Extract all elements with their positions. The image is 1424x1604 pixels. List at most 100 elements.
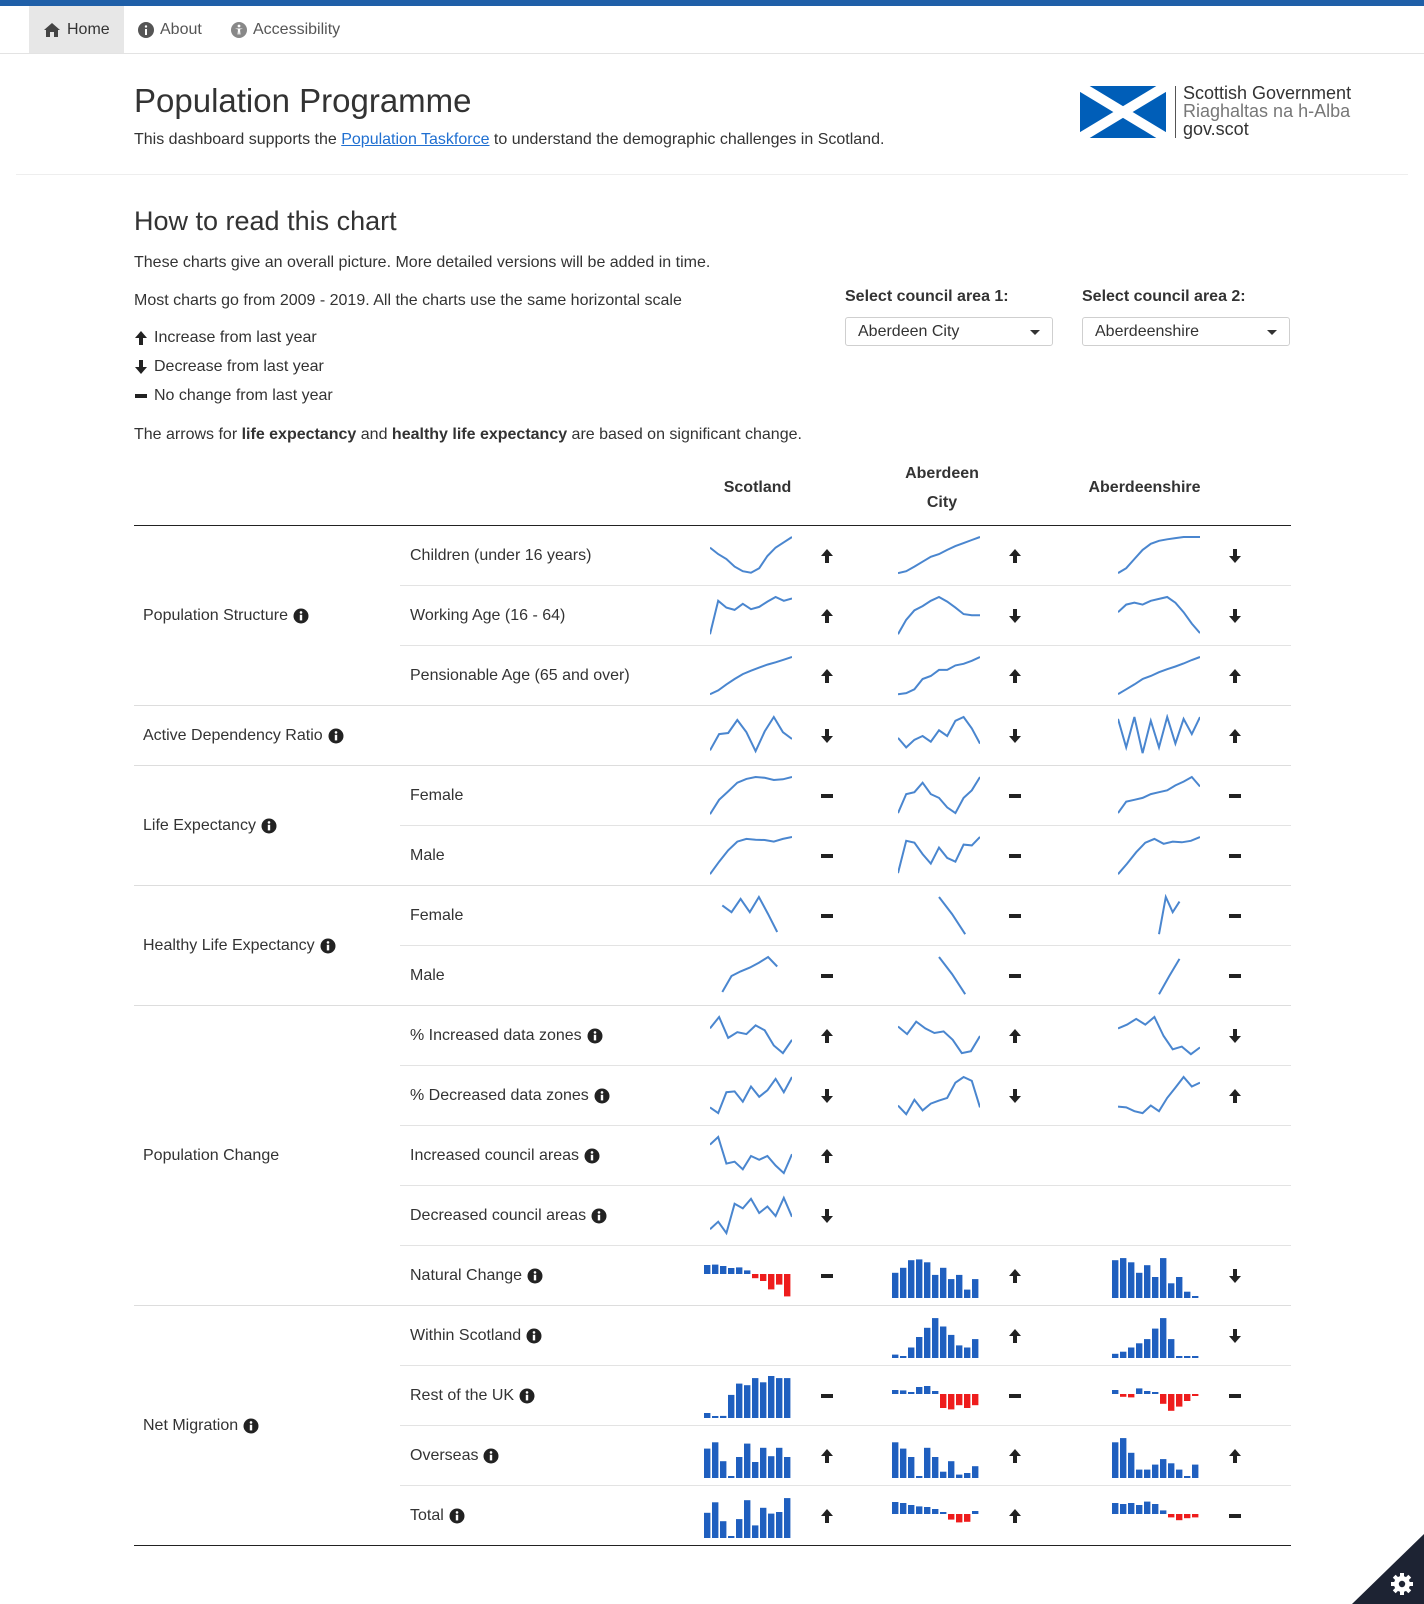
- arrow-down-icon: [135, 360, 147, 374]
- nav-home-label: Home: [67, 20, 110, 38]
- navbar: Home About Accessibility: [0, 6, 1424, 54]
- bar: [916, 1337, 923, 1358]
- info-icon[interactable]: [449, 1508, 465, 1524]
- row-separator: [400, 945, 1291, 946]
- arrow-down-icon: [1009, 729, 1021, 743]
- row-label-text: Working Age (16 - 64): [410, 607, 566, 624]
- arrow-up-icon: [821, 1449, 833, 1463]
- arrow-up-icon: [1229, 1089, 1241, 1103]
- sparkline-series: [1118, 1075, 1200, 1115]
- dash-icon: [1229, 794, 1241, 798]
- sparkline-chart: [1158, 894, 1181, 935]
- bar-sparkline-chart: [704, 1442, 791, 1478]
- bar: [712, 1442, 719, 1478]
- population-taskforce-link[interactable]: Population Taskforce: [341, 131, 490, 148]
- bar: [720, 1266, 727, 1274]
- bar: [932, 1509, 939, 1514]
- info-icon[interactable]: [261, 818, 277, 834]
- info-icon[interactable]: [527, 1268, 543, 1284]
- bar: [784, 1274, 791, 1297]
- column-header-scotland: Scotland: [723, 479, 792, 496]
- row-label-text: Decreased council areas: [410, 1207, 587, 1224]
- area2-selected-value: Aberdeenshire: [1095, 323, 1200, 340]
- row-label: Female: [410, 766, 463, 826]
- bar: [932, 1318, 939, 1358]
- dash-icon: [1229, 914, 1241, 918]
- bar: [932, 1391, 939, 1394]
- bar: [1120, 1438, 1127, 1478]
- sparkline-chart: [898, 715, 980, 749]
- row-label-text: Children (under 16 years): [410, 547, 592, 564]
- bar: [1144, 1391, 1151, 1394]
- bar: [948, 1461, 955, 1478]
- bar: [1168, 1394, 1175, 1411]
- arrow-down-icon: [1229, 1329, 1241, 1343]
- bar: [776, 1447, 783, 1478]
- info-icon[interactable]: [243, 1418, 259, 1434]
- bar-sparkline-chart: [1112, 1438, 1199, 1478]
- info-icon[interactable]: [320, 938, 336, 954]
- info-icon[interactable]: [587, 1028, 603, 1044]
- info-icon[interactable]: [293, 608, 309, 624]
- area2-select[interactable]: Aberdeenshire: [1082, 317, 1290, 346]
- bar-sparkline-chart: [892, 1442, 979, 1478]
- bar: [908, 1260, 915, 1298]
- bar: [704, 1413, 711, 1418]
- nav-about[interactable]: About: [138, 6, 202, 53]
- row-separator: [400, 1365, 1291, 1366]
- bar: [736, 1519, 743, 1538]
- column-header-area1: Aberdeen City: [905, 465, 979, 511]
- bar: [948, 1514, 955, 1520]
- info-icon[interactable]: [591, 1208, 607, 1224]
- group-label-text: Life Expectancy: [143, 817, 256, 834]
- bar: [1176, 1514, 1183, 1521]
- page-title: Population Programme: [134, 82, 472, 119]
- sparkline-series: [710, 1076, 792, 1115]
- row-separator: [400, 1425, 1291, 1426]
- row-label-text: Pensionable Age (65 and over): [410, 667, 630, 684]
- info-icon[interactable]: [584, 1148, 600, 1164]
- bar: [1160, 1510, 1167, 1514]
- arrow-down-icon: [821, 729, 833, 743]
- bar: [728, 1536, 735, 1538]
- sparkline-chart: [1118, 595, 1200, 634]
- arrow-down-icon: [1229, 609, 1241, 623]
- info-icon[interactable]: [328, 728, 344, 744]
- info-icon[interactable]: [526, 1328, 542, 1344]
- group-label: Life Expectancy: [143, 766, 277, 886]
- bar: [1192, 1514, 1199, 1518]
- info-icon[interactable]: [519, 1388, 535, 1404]
- row-label: % Increased data zones: [410, 1006, 603, 1066]
- note-part-e: are based on significant change.: [567, 426, 802, 443]
- area1-select[interactable]: Aberdeen City: [845, 317, 1053, 346]
- bar: [1128, 1452, 1135, 1478]
- row-label-text: Increased council areas: [410, 1147, 579, 1164]
- note-part-d: healthy life expectancy: [391, 426, 568, 443]
- nav-home[interactable]: Home: [29, 6, 124, 53]
- bar: [776, 1512, 783, 1538]
- sparkline-series: [898, 1075, 980, 1116]
- nav-accessibility[interactable]: Accessibility: [231, 6, 340, 53]
- legend-no-change: No change from last year: [134, 387, 333, 405]
- bar: [1160, 1258, 1167, 1298]
- info-icon[interactable]: [483, 1448, 499, 1464]
- bar: [972, 1466, 979, 1478]
- row-label: Increased council areas: [410, 1126, 600, 1186]
- sparkline-series: [898, 595, 980, 635]
- bar: [940, 1326, 947, 1358]
- row-label: % Decreased data zones: [410, 1066, 610, 1126]
- bar: [1176, 1469, 1183, 1478]
- bar-sparkline-chart: [892, 1318, 979, 1358]
- bar: [1120, 1504, 1127, 1514]
- subtitle-after: to understand the demographic challenges…: [489, 131, 885, 148]
- bar: [924, 1447, 931, 1478]
- bar: [760, 1274, 767, 1281]
- guide-line-1: These charts give an overall picture. Mo…: [134, 254, 711, 271]
- bar: [900, 1267, 907, 1298]
- bar: [1144, 1501, 1151, 1514]
- saltire-flag-logo: [1080, 86, 1166, 138]
- info-icon[interactable]: [594, 1088, 610, 1104]
- settings-corner[interactable]: [1352, 1534, 1424, 1604]
- area1-label: Select council area 1:: [845, 288, 1009, 305]
- sparkline-chart: [710, 836, 792, 875]
